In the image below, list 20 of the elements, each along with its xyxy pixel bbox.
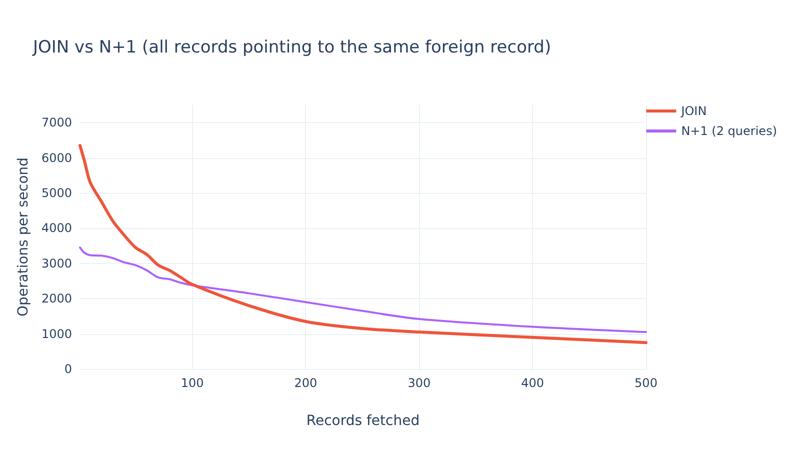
x-tick-label: 100: [180, 376, 204, 390]
legend-label: JOIN: [680, 104, 707, 118]
y-axis-title: Operations per second: [16, 157, 32, 317]
y-tick-label: 1000: [41, 326, 72, 341]
line-series: [78, 144, 648, 344]
y-tick-label: 4000: [41, 221, 72, 236]
x-tick-label: 500: [634, 376, 658, 390]
y-tick-label: 3000: [41, 256, 72, 270]
x-tick-label: 200: [294, 376, 318, 390]
x-tick-label: 300: [408, 376, 431, 390]
y-tick-label: 2000: [41, 292, 72, 306]
y-tick-label: 6000: [41, 150, 72, 165]
x-tick-label: 400: [521, 376, 544, 390]
y-tick-label: 5000: [41, 186, 72, 200]
x-axis-title: Records fetched: [306, 413, 420, 429]
y-tick-label: 7000: [41, 116, 72, 130]
line-series: [79, 246, 647, 334]
y-tick-label: 0: [64, 362, 72, 376]
legend-label: N+1 (2 queries): [681, 124, 778, 138]
chart-title: JOIN vs N+1 (all records pointing to the same foreign record): [32, 38, 552, 58]
